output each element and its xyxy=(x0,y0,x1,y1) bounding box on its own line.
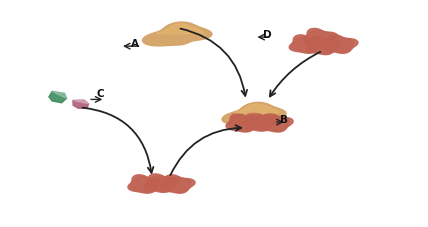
Polygon shape xyxy=(326,38,354,53)
Polygon shape xyxy=(289,36,324,54)
Polygon shape xyxy=(259,114,293,132)
Polygon shape xyxy=(160,175,195,193)
Polygon shape xyxy=(222,103,286,125)
Polygon shape xyxy=(143,23,212,47)
Polygon shape xyxy=(235,105,278,114)
Polygon shape xyxy=(244,115,273,130)
Polygon shape xyxy=(52,92,67,99)
Polygon shape xyxy=(130,177,159,192)
Polygon shape xyxy=(303,29,338,48)
Text: B: B xyxy=(280,115,288,125)
Polygon shape xyxy=(128,175,163,193)
Polygon shape xyxy=(323,36,358,54)
Polygon shape xyxy=(305,31,334,46)
Polygon shape xyxy=(306,37,341,55)
Polygon shape xyxy=(291,38,320,53)
Polygon shape xyxy=(228,116,257,131)
Polygon shape xyxy=(144,174,179,192)
Polygon shape xyxy=(73,101,89,104)
Polygon shape xyxy=(49,92,67,103)
Polygon shape xyxy=(261,116,289,131)
Text: A: A xyxy=(131,39,139,49)
Polygon shape xyxy=(73,101,89,109)
Polygon shape xyxy=(156,25,203,35)
Polygon shape xyxy=(242,113,277,132)
Polygon shape xyxy=(146,176,175,191)
Polygon shape xyxy=(309,39,337,54)
Text: C: C xyxy=(97,89,104,99)
Text: D: D xyxy=(263,30,272,40)
Polygon shape xyxy=(163,177,191,192)
Polygon shape xyxy=(226,114,261,132)
